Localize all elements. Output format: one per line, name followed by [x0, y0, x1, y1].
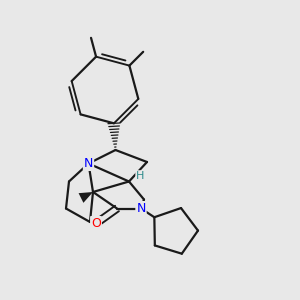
Text: O: O [91, 217, 101, 230]
Text: N: N [84, 157, 93, 170]
Polygon shape [79, 192, 93, 203]
Text: N: N [136, 202, 146, 215]
Text: H: H [136, 171, 145, 181]
